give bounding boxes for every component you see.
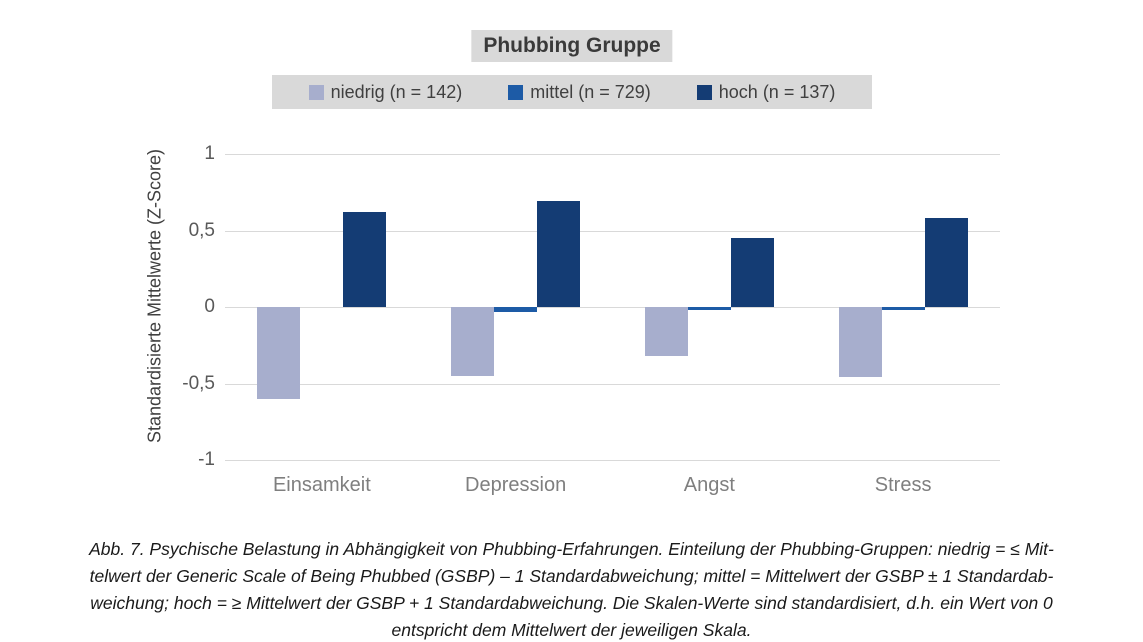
- gridline-y-0: [225, 307, 1000, 308]
- caption-line-1: Abb. 7. Psychische Belastung in Abhängig…: [89, 539, 1054, 559]
- y-tick-label: 0,5: [188, 219, 215, 241]
- bar-mittel-Angst: [687, 307, 731, 311]
- legend: niedrig (n = 142) mittel (n = 729) hoch (n…: [272, 75, 872, 109]
- legend-swatch-icon: [308, 84, 324, 100]
- gridline-y-0,5: [225, 230, 1000, 232]
- bar-hoch-Angst: [730, 238, 774, 307]
- bar-hoch-Depression: [537, 201, 581, 307]
- caption-line-3: weichung; hoch = ≥ Mittelwert der GSBP +…: [90, 593, 1053, 613]
- gridline-y-1: [225, 154, 1000, 155]
- x-category-label-angst: Angst: [683, 474, 735, 496]
- x-category-label-einsamkeit: Einsamkeit: [272, 474, 371, 496]
- bar-mittel-Stress: [881, 307, 925, 311]
- legend-label: hoch (n = 137): [718, 81, 836, 102]
- bar-niedrig-Angst: [644, 307, 688, 356]
- bar-mittel-Depression: [494, 307, 538, 312]
- bar-niedrig-Einsamkeit: [257, 307, 301, 399]
- caption-line-4: entspricht dem Mittelwert der jeweiligen…: [391, 620, 752, 640]
- figure-caption: Abb. 7. Psychische Belastung in Abhängig…: [0, 536, 1143, 642]
- gridline-y--0,5: [225, 383, 1000, 385]
- y-tick-label: 1: [204, 143, 215, 164]
- y-tick-label: 0: [204, 296, 215, 317]
- y-tick-label: -0,5: [182, 372, 215, 394]
- gridline-y--1: [225, 460, 1000, 461]
- plot-area: 1 0,5 0 -0,5 -1 Einsamkeit Depression Angst Stre…: [182, 143, 1000, 496]
- bar-niedrig-Depression: [451, 307, 495, 376]
- legend-item-1: niedrig (n = 142): [308, 81, 463, 103]
- chart-title: Phubbing Gruppe: [471, 30, 673, 62]
- legend-item-3: hoch (n = 137): [696, 81, 836, 103]
- bar-hoch-Einsamkeit: [343, 212, 387, 307]
- bar-hoch-Stress: [924, 218, 968, 307]
- x-category-label-stress: Stress: [874, 474, 932, 496]
- legend-swatch-icon: [696, 84, 712, 100]
- x-category-label-depression: Depression: [465, 474, 567, 496]
- bar-niedrig-Stress: [838, 307, 882, 378]
- legend-label: niedrig (n = 142): [330, 81, 463, 102]
- y-axis-title: Standardisierte Mittelwerte (Z-Score): [144, 148, 165, 444]
- y-tick-label: -1: [198, 449, 215, 470]
- legend-swatch-icon: [508, 84, 524, 100]
- caption-line-2: telwert der Generic Scale of Being Phubb…: [89, 566, 1054, 586]
- legend-item-2: mittel (n = 729): [508, 82, 651, 103]
- legend-label: mittel (n = 729): [530, 81, 651, 102]
